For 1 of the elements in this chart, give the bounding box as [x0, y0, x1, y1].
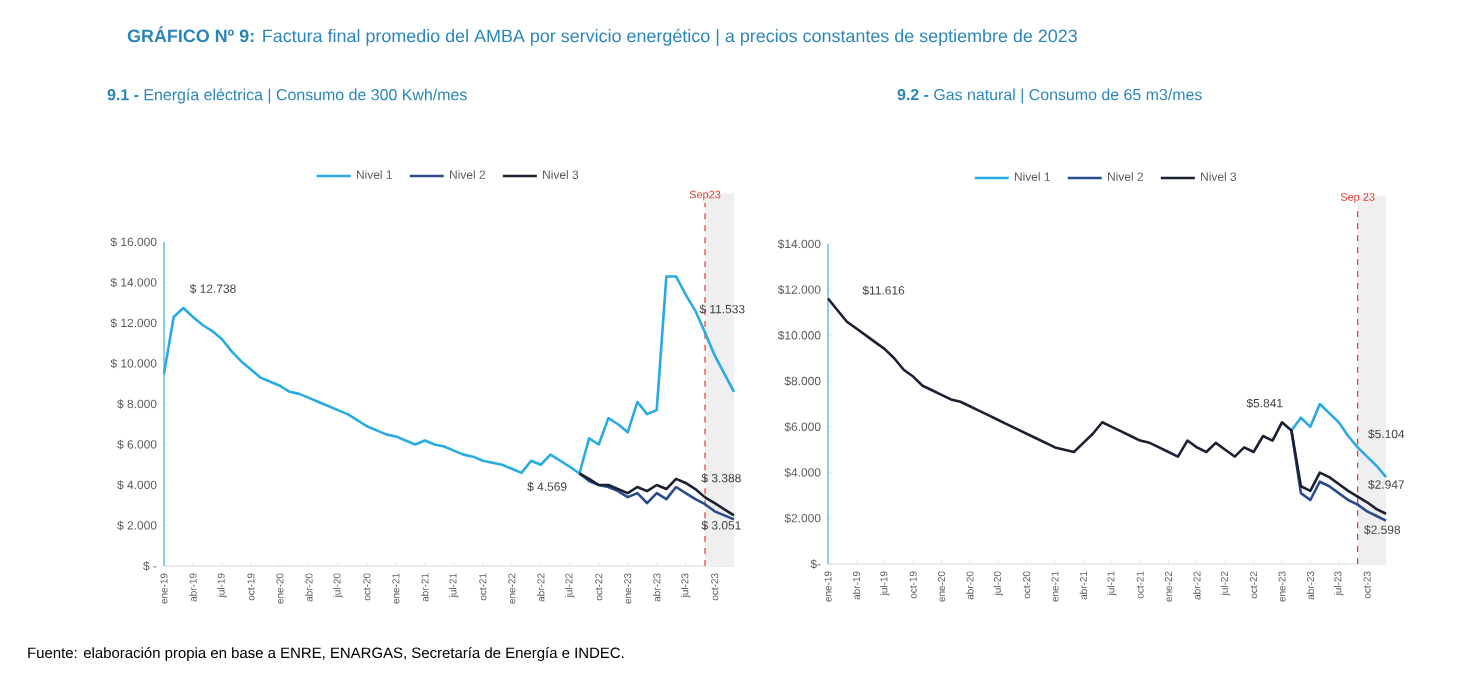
text: GRÁFICO Nº 9: Factura final promedio del AMBA por servicio energético | a precios constantes de septiembre de 2023	[127, 26, 1077, 46]
